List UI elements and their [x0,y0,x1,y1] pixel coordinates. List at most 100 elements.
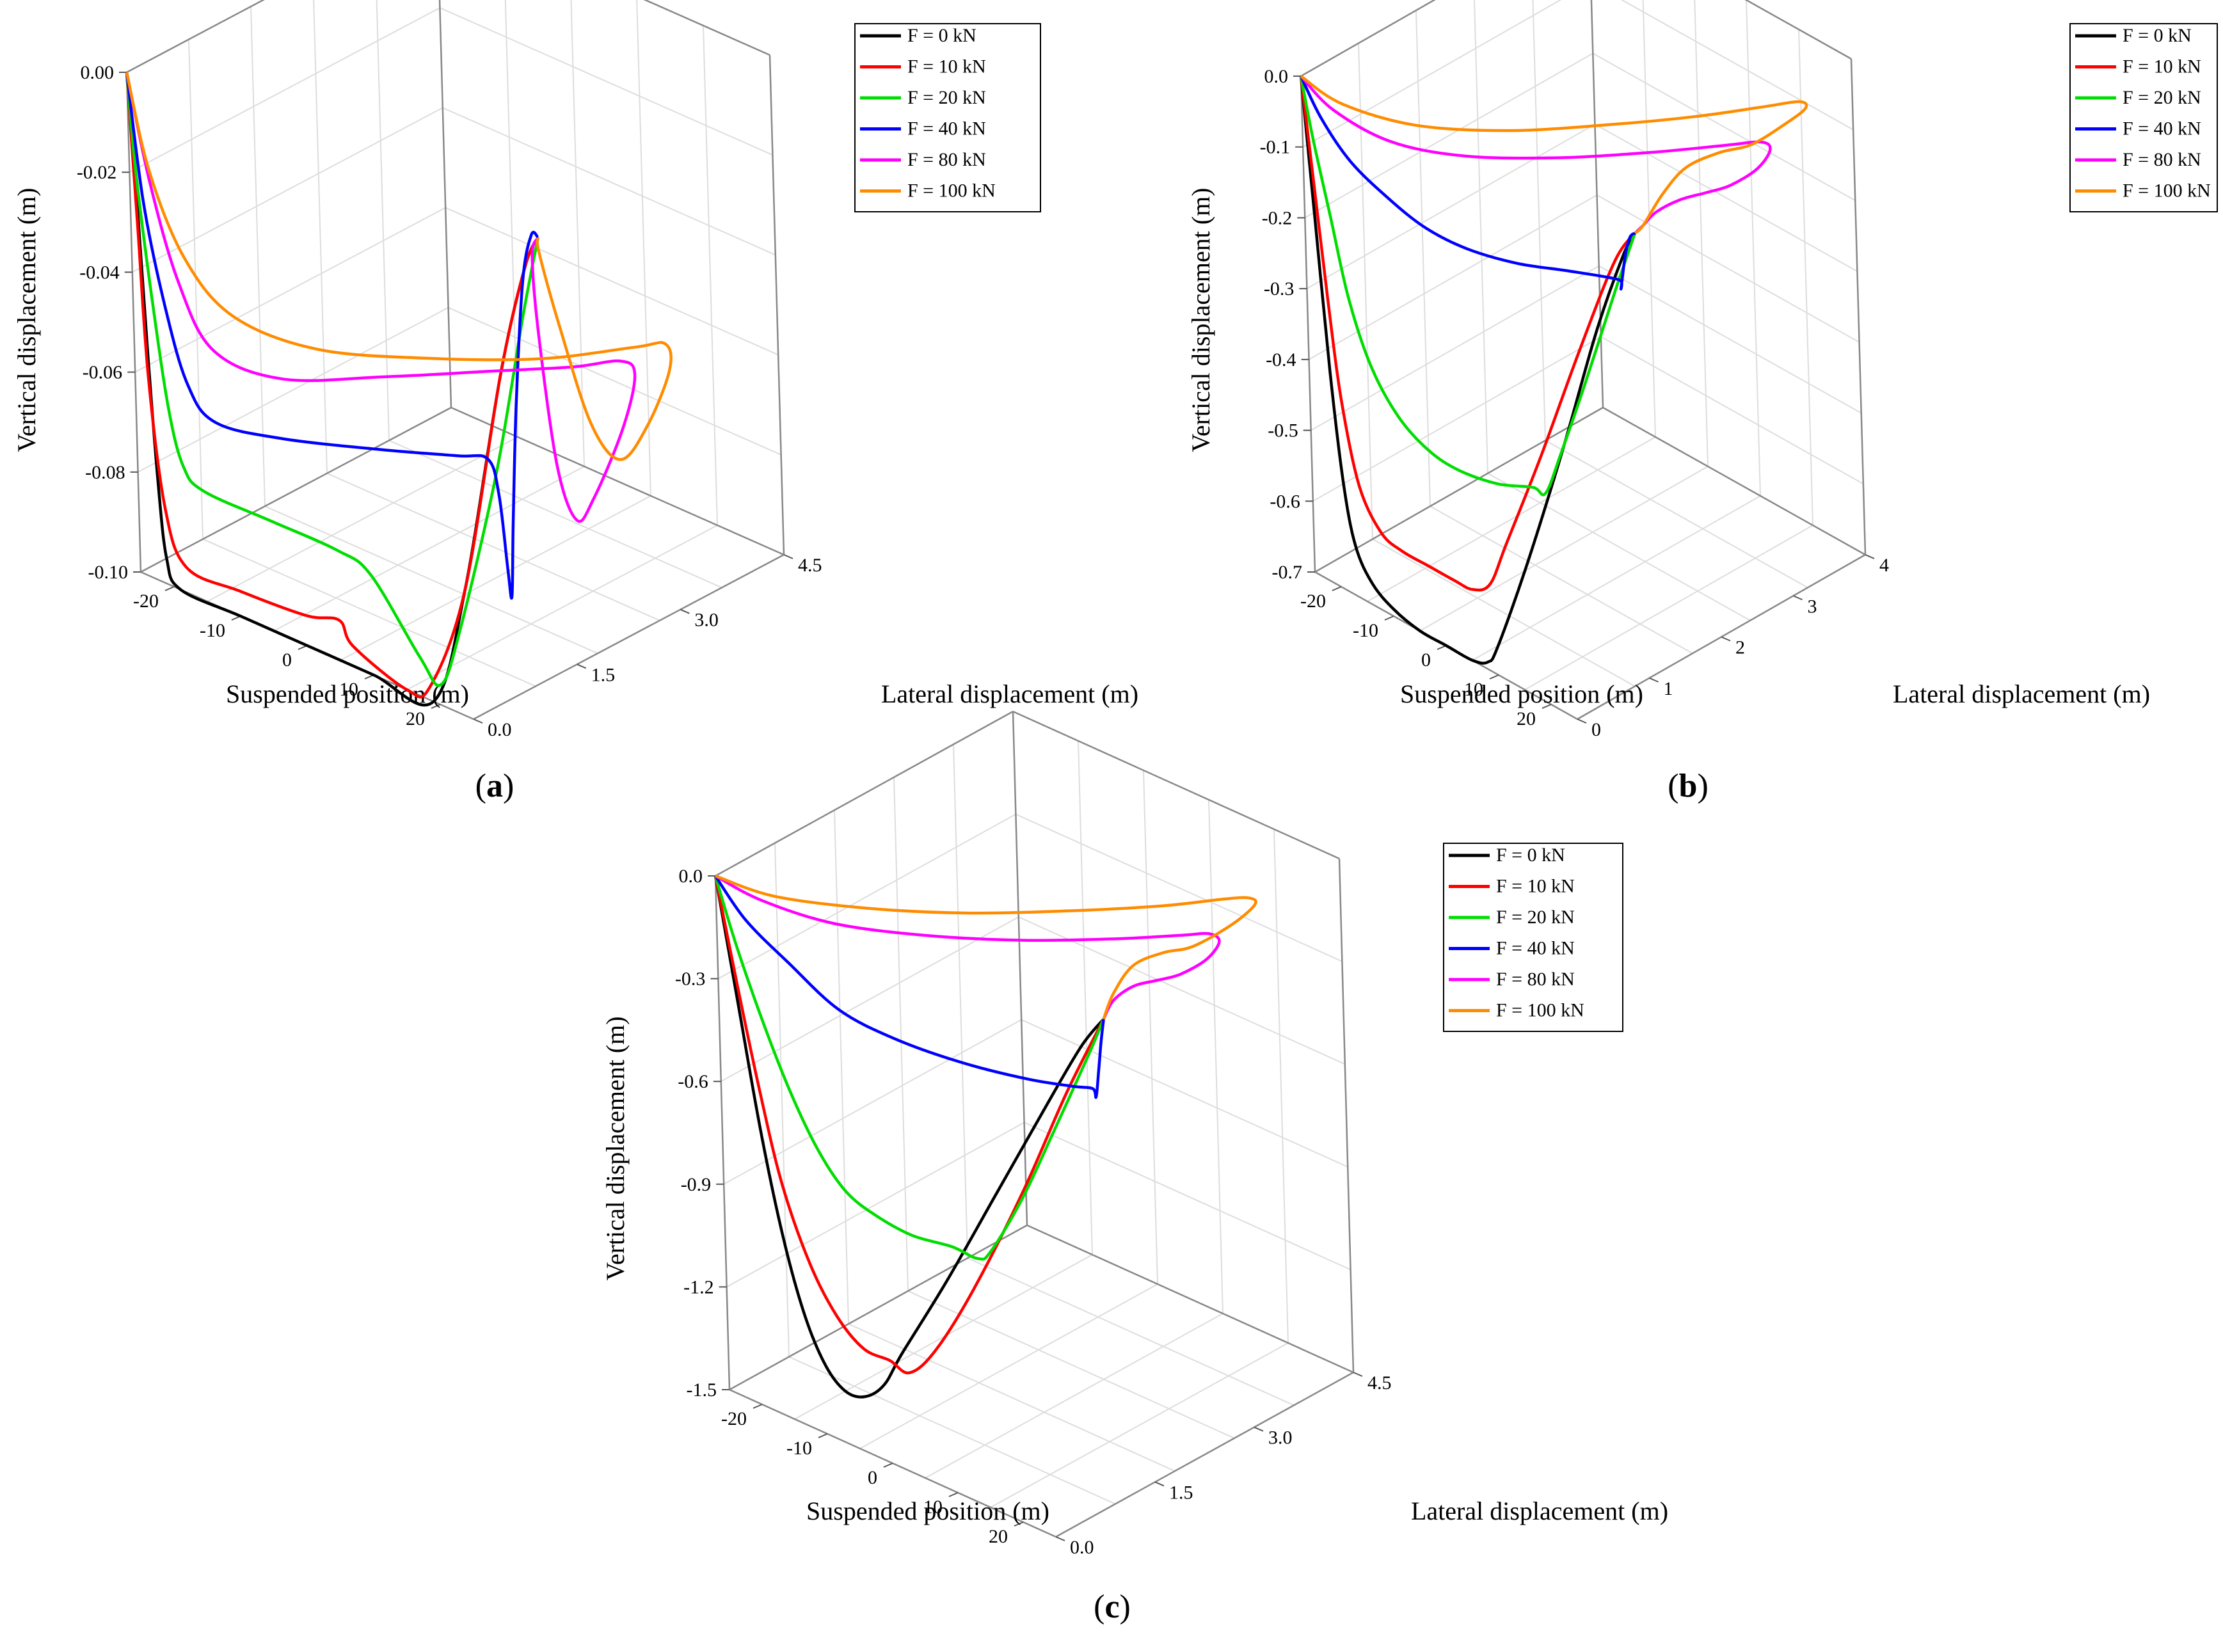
floor-gridline [907,1290,1235,1439]
z-tick-label: -0.7 [1272,562,1303,583]
wall-gridline [636,0,651,496]
y-tick-mark [680,608,690,614]
floor-gridline [859,1283,1158,1449]
floor-gridline [340,495,651,661]
floor-gridline [1372,538,1636,687]
legend: F = 0 kN F = 10 kN F = 20 kN F = 40 kN F = 8… [2069,23,2218,212]
wall-gridline [1018,916,1346,1065]
legend-label: F = 0 kN [1496,845,1565,866]
caption-close: ) [1697,768,1708,804]
x-tick-label: -10 [786,1438,812,1459]
y-tick-mark [1649,677,1659,683]
legend-label: F = 10 kN [2123,56,2201,77]
legend-label: F = 100 kN [2123,180,2211,202]
wall-gridline [313,0,328,473]
frame-edge [140,406,452,573]
floor-gridline [207,436,518,602]
wall-gridline [721,916,1019,1083]
wall-gridline [138,306,449,473]
series-line [1299,75,1636,592]
series-line [713,875,1105,1374]
wall-gridline [1302,0,1562,148]
frame-edge [1300,75,1316,573]
wall-gridline [442,107,776,256]
floor-gridline [202,538,536,687]
series-line [1300,75,1808,235]
wall-gridline [1015,813,1343,962]
z-tick-label: -1.5 [687,1379,717,1401]
series-line [1299,75,1636,290]
x-tick-label: -10 [1353,620,1378,641]
legend-label: F = 0 kN [2123,25,2192,46]
y-tick-mark [1353,1372,1363,1377]
frame-edge [1850,58,1867,555]
wall-gridline [1312,336,1602,502]
z-tick-label: -0.10 [88,562,129,583]
floor-gridline [925,1313,1223,1479]
y-tick-mark [1055,1536,1065,1541]
wall-gridline [445,207,779,356]
z-tick-label: -0.2 [1262,207,1293,228]
frame-edge [1602,406,1866,556]
x-tick-label: 20 [1517,708,1536,729]
floor-gridline [264,505,598,655]
z-tick-label: -0.02 [77,162,117,183]
y-tick-label: 3.0 [694,610,719,631]
y-tick-mark [1793,595,1803,601]
wall-gridline [1746,0,1761,496]
series-line [714,875,1221,1020]
frame-edge [1055,1371,1354,1538]
frame-edge [438,0,452,408]
frame-edge [1314,406,1604,573]
z-tick-label: -0.3 [675,969,706,990]
z-tick-label: -0.06 [83,362,123,383]
series-line [125,72,539,699]
wall-gridline [1642,0,1656,438]
series-line [1299,75,1637,665]
legend-label: F = 40 kN [1496,938,1575,959]
back-wall-grid [126,0,785,573]
caption-letter: a [486,768,503,804]
wall-gridline [1358,43,1373,539]
legend-box [854,23,1041,212]
x-tick-label: -10 [200,620,225,641]
back-wall-grid [1300,0,1866,573]
frame-edge [125,72,142,573]
y-tick-mark [1254,1426,1264,1432]
wall-gridline [774,843,790,1357]
y-tick-label: 4.5 [798,555,822,576]
series-line [125,72,539,600]
series-line [125,72,673,461]
caption-close: ) [1120,1589,1131,1625]
x-tick-mark [1489,674,1499,679]
z-tick-label: -0.08 [85,462,125,483]
floor-gridline [388,440,722,589]
frame-edge [1300,0,1436,77]
x-tick-mark [431,704,441,709]
wall-gridline [1620,0,1854,131]
wall-gridline [1024,1122,1351,1271]
wall-gridline [132,107,443,273]
floor-grid [729,1225,1354,1537]
chart-panel-a: 0.00 -0.02 -0.04 -0.06 -0.08 -0.10-20 -10 0 10 20… [12,0,1138,804]
chart-panel-c: 0.0 -0.3 -0.6 -0.9 -1.2 -1.5-20 -10 0 10 20 0.0 1.5… [601,710,1668,1625]
floor-gridline [1472,495,1761,661]
wall-gridline [439,7,773,156]
wall-gridline [1598,265,1862,414]
x-tick-mark [818,1433,828,1438]
frame-edge [450,406,785,556]
legend-box [2069,23,2218,212]
x-tick-label: -20 [721,1408,747,1429]
frame-edge [715,710,1014,877]
x-tick-label: 10 [1464,679,1483,700]
panel-caption: (a) [475,768,514,804]
z-tick-label: -0.6 [678,1071,708,1092]
wall-gridline [1273,829,1289,1344]
floor-gridline [1487,472,1751,621]
series-line [125,72,540,687]
legend: F = 0 kN F = 10 kN F = 20 kN F = 40 kN F = 8… [1443,843,1623,1032]
legend: F = 0 kN F = 10 kN F = 20 kN F = 40 kN F = 8… [854,23,1041,212]
z-axis-label: Vertical displacement (m) [601,1016,630,1280]
y-tick-label: 0.0 [1070,1537,1094,1558]
frame-edge [473,553,785,720]
